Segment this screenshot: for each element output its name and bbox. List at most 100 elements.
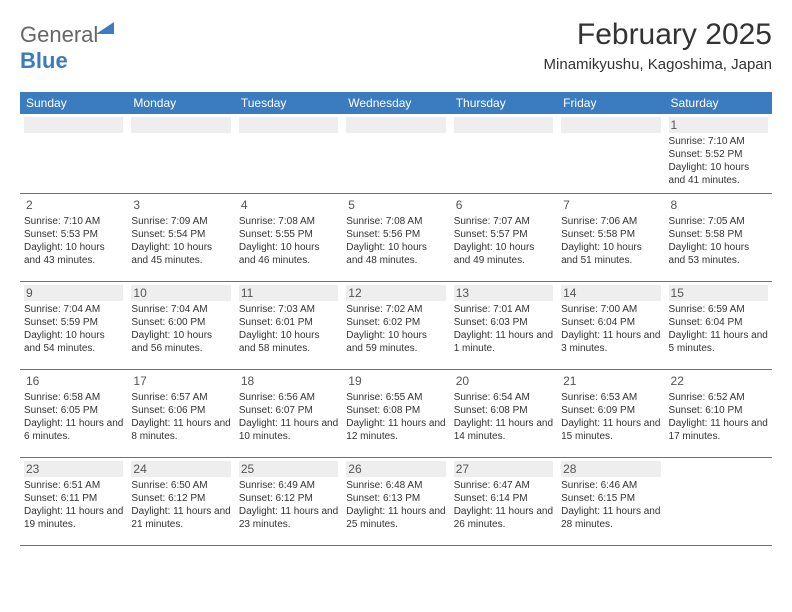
calendar-day-cell: 11Sunrise: 7:03 AMSunset: 6:01 PMDayligh…: [235, 282, 342, 370]
daylight-text: Daylight: 11 hours and 21 minutes.: [131, 505, 230, 531]
day-details: Sunrise: 6:46 AMSunset: 6:15 PMDaylight:…: [561, 479, 660, 531]
sunrise-text: Sunrise: 7:04 AM: [131, 303, 230, 316]
sunrise-text: Sunrise: 6:58 AM: [24, 391, 123, 404]
calendar-day-cell: 6Sunrise: 7:07 AMSunset: 5:57 PMDaylight…: [450, 194, 557, 282]
sunrise-text: Sunrise: 6:48 AM: [346, 479, 445, 492]
day-number: 9: [24, 285, 123, 301]
sunset-text: Sunset: 6:06 PM: [131, 404, 230, 417]
day-number: 16: [24, 373, 123, 389]
calendar-week-row: 9Sunrise: 7:04 AMSunset: 5:59 PMDaylight…: [20, 282, 772, 370]
daylight-text: Daylight: 11 hours and 15 minutes.: [561, 417, 660, 443]
calendar-day-cell: 28Sunrise: 6:46 AMSunset: 6:15 PMDayligh…: [557, 458, 664, 546]
brand-text: General Blue: [20, 22, 114, 74]
calendar-week-row: 23Sunrise: 6:51 AMSunset: 6:11 PMDayligh…: [20, 458, 772, 546]
page-title: February 2025: [544, 18, 772, 52]
triangle-icon: [96, 22, 114, 34]
daylight-text: Daylight: 11 hours and 6 minutes.: [24, 417, 123, 443]
day-details: Sunrise: 7:00 AMSunset: 6:04 PMDaylight:…: [561, 303, 660, 355]
sunrise-text: Sunrise: 7:08 AM: [346, 215, 445, 228]
calendar-day-cell: [342, 114, 449, 194]
calendar-day-cell: 24Sunrise: 6:50 AMSunset: 6:12 PMDayligh…: [127, 458, 234, 546]
sunrise-text: Sunrise: 7:04 AM: [24, 303, 123, 316]
calendar-day-cell: 4Sunrise: 7:08 AMSunset: 5:55 PMDaylight…: [235, 194, 342, 282]
day-number: 17: [131, 373, 230, 389]
day-number-empty: [239, 117, 338, 133]
sunset-text: Sunset: 6:14 PM: [454, 492, 553, 505]
daylight-text: Daylight: 11 hours and 28 minutes.: [561, 505, 660, 531]
day-details: Sunrise: 7:05 AMSunset: 5:58 PMDaylight:…: [669, 215, 768, 267]
calendar-day-cell: [235, 114, 342, 194]
daylight-text: Daylight: 10 hours and 51 minutes.: [561, 241, 660, 267]
calendar-day-cell: 27Sunrise: 6:47 AMSunset: 6:14 PMDayligh…: [450, 458, 557, 546]
sunset-text: Sunset: 6:07 PM: [239, 404, 338, 417]
sunrise-text: Sunrise: 6:55 AM: [346, 391, 445, 404]
day-details: Sunrise: 6:50 AMSunset: 6:12 PMDaylight:…: [131, 479, 230, 531]
daylight-text: Daylight: 11 hours and 23 minutes.: [239, 505, 338, 531]
day-number: 2: [24, 197, 123, 213]
calendar-day-cell: [127, 114, 234, 194]
day-number: 19: [346, 373, 445, 389]
sunrise-text: Sunrise: 7:03 AM: [239, 303, 338, 316]
sunrise-text: Sunrise: 6:52 AM: [669, 391, 768, 404]
weekday-header: Sunday: [20, 92, 127, 114]
brand-logo: General Blue: [20, 22, 114, 74]
sunset-text: Sunset: 6:04 PM: [561, 316, 660, 329]
day-details: Sunrise: 6:59 AMSunset: 6:04 PMDaylight:…: [669, 303, 768, 355]
day-details: Sunrise: 7:04 AMSunset: 6:00 PMDaylight:…: [131, 303, 230, 355]
sunset-text: Sunset: 5:57 PM: [454, 228, 553, 241]
calendar-day-cell: 2Sunrise: 7:10 AMSunset: 5:53 PMDaylight…: [20, 194, 127, 282]
day-details: Sunrise: 6:52 AMSunset: 6:10 PMDaylight:…: [669, 391, 768, 443]
sunset-text: Sunset: 6:09 PM: [561, 404, 660, 417]
sunrise-text: Sunrise: 6:56 AM: [239, 391, 338, 404]
calendar-day-cell: 22Sunrise: 6:52 AMSunset: 6:10 PMDayligh…: [665, 370, 772, 458]
day-number-empty: [131, 117, 230, 133]
day-details: Sunrise: 6:47 AMSunset: 6:14 PMDaylight:…: [454, 479, 553, 531]
daylight-text: Daylight: 10 hours and 53 minutes.: [669, 241, 768, 267]
sunset-text: Sunset: 6:08 PM: [346, 404, 445, 417]
sunrise-text: Sunrise: 7:10 AM: [669, 135, 768, 148]
daylight-text: Daylight: 10 hours and 46 minutes.: [239, 241, 338, 267]
calendar-day-cell: 15Sunrise: 6:59 AMSunset: 6:04 PMDayligh…: [665, 282, 772, 370]
daylight-text: Daylight: 11 hours and 19 minutes.: [24, 505, 123, 531]
sunset-text: Sunset: 6:08 PM: [454, 404, 553, 417]
day-details: Sunrise: 6:55 AMSunset: 6:08 PMDaylight:…: [346, 391, 445, 443]
day-number-empty: [454, 117, 553, 133]
calendar-day-cell: 3Sunrise: 7:09 AMSunset: 5:54 PMDaylight…: [127, 194, 234, 282]
day-details: Sunrise: 7:01 AMSunset: 6:03 PMDaylight:…: [454, 303, 553, 355]
day-details: Sunrise: 7:08 AMSunset: 5:55 PMDaylight:…: [239, 215, 338, 267]
calendar-day-cell: 16 Sunrise: 6:58 AMSunset: 6:05 PMDayligh…: [20, 370, 127, 458]
day-details: Sunrise: 6:56 AMSunset: 6:07 PMDaylight:…: [239, 391, 338, 443]
weekday-header: Wednesday: [342, 92, 449, 114]
calendar-table: Sunday Monday Tuesday Wednesday Thursday…: [20, 92, 772, 546]
day-number: 23: [24, 461, 123, 477]
calendar-day-cell: 10Sunrise: 7:04 AMSunset: 6:00 PMDayligh…: [127, 282, 234, 370]
calendar-week-row: 16 Sunrise: 6:58 AMSunset: 6:05 PMDayligh…: [20, 370, 772, 458]
daylight-text: Daylight: 10 hours and 59 minutes.: [346, 329, 445, 355]
calendar-day-cell: [665, 458, 772, 546]
sunset-text: Sunset: 6:11 PM: [24, 492, 123, 505]
sunset-text: Sunset: 6:01 PM: [239, 316, 338, 329]
calendar-day-cell: 12Sunrise: 7:02 AMSunset: 6:02 PMDayligh…: [342, 282, 449, 370]
sunrise-text: Sunrise: 6:57 AM: [131, 391, 230, 404]
sunset-text: Sunset: 5:55 PM: [239, 228, 338, 241]
day-number: 8: [669, 197, 768, 213]
day-details: Sunrise: 6:48 AMSunset: 6:13 PMDaylight:…: [346, 479, 445, 531]
sunrise-text: Sunrise: 7:08 AM: [239, 215, 338, 228]
day-number: 7: [561, 197, 660, 213]
weekday-header: Monday: [127, 92, 234, 114]
sunrise-text: Sunrise: 7:00 AM: [561, 303, 660, 316]
sunrise-text: Sunrise: 6:53 AM: [561, 391, 660, 404]
calendar-day-cell: 8 Sunrise: 7:05 AMSunset: 5:58 PMDaylight…: [665, 194, 772, 282]
day-number: 1: [669, 117, 768, 133]
calendar-day-cell: 1Sunrise: 7:10 AMSunset: 5:52 PMDaylight…: [665, 114, 772, 194]
daylight-text: Daylight: 11 hours and 25 minutes.: [346, 505, 445, 531]
weekday-header: Tuesday: [235, 92, 342, 114]
daylight-text: Daylight: 11 hours and 14 minutes.: [454, 417, 553, 443]
day-number-empty: [24, 117, 123, 133]
sunset-text: Sunset: 5:54 PM: [131, 228, 230, 241]
weekday-header: Thursday: [450, 92, 557, 114]
sunset-text: Sunset: 6:13 PM: [346, 492, 445, 505]
sunrise-text: Sunrise: 6:46 AM: [561, 479, 660, 492]
day-details: Sunrise: 6:58 AMSunset: 6:05 PMDaylight:…: [24, 391, 123, 443]
calendar-day-cell: 19 Sunrise: 6:55 AMSunset: 6:08 PMDayligh…: [342, 370, 449, 458]
